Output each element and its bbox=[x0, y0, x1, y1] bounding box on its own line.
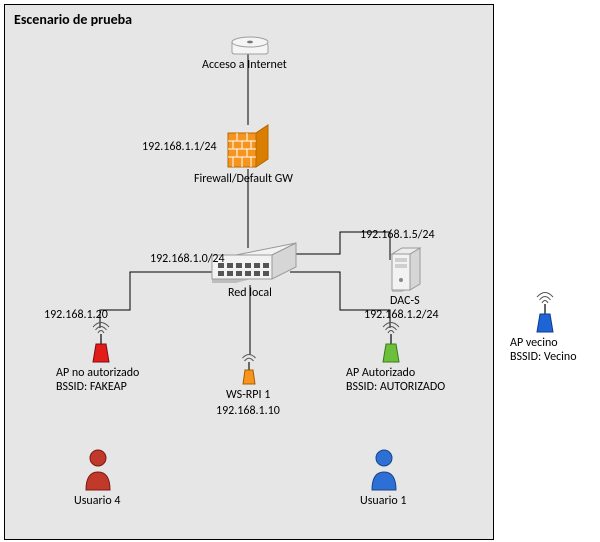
ap-unauthorized-ip-label: 192.168.1.20 bbox=[44, 308, 108, 322]
ap-unauthorized-icon bbox=[88, 320, 114, 364]
ap-neighbor-label: AP vecino BSSID: Vecino bbox=[510, 336, 577, 365]
firewall-label: Firewall/Default GW bbox=[194, 172, 293, 186]
ws-rpi-ip-label: 192.168.1.10 bbox=[216, 404, 280, 418]
ws-rpi-label: WS-RPI 1 bbox=[226, 388, 270, 402]
user1-label: Usuario 1 bbox=[360, 494, 407, 508]
switch-label: Red local bbox=[228, 286, 272, 300]
server-label: DAC-S bbox=[390, 294, 420, 308]
ap-authorized-ip-label: 192.168.1.2/24 bbox=[364, 308, 439, 322]
server-ip-label: 192.168.1.5/24 bbox=[360, 228, 435, 242]
user4-label: Usuario 4 bbox=[74, 494, 121, 508]
ap-authorized-icon bbox=[378, 320, 404, 364]
ap-authorized-label: AP Autorizado BSSID: AUTORIZADO bbox=[346, 366, 445, 395]
router-icon bbox=[228, 32, 272, 56]
ap-unauthorized-label: AP no autorizado BSSID: FAKEAP bbox=[56, 366, 139, 395]
switch-ip-label: 192.168.1.0/24 bbox=[150, 252, 225, 266]
user1-icon bbox=[368, 448, 400, 492]
firewall-ip-label: 192.168.1.1/24 bbox=[142, 140, 217, 154]
router-label: Acceso a Internet bbox=[202, 58, 287, 72]
server-icon bbox=[392, 248, 420, 292]
ap-neighbor-icon bbox=[532, 290, 558, 334]
user4-icon bbox=[82, 448, 114, 492]
firewall-icon bbox=[228, 125, 268, 169]
ws-rpi-icon bbox=[238, 352, 260, 386]
switch-icon bbox=[212, 243, 296, 285]
